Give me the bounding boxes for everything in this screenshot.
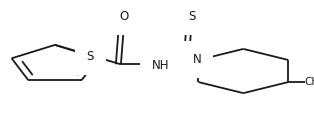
Text: O: O — [119, 10, 129, 23]
Text: N: N — [192, 53, 201, 66]
Text: S: S — [188, 10, 195, 23]
Text: NH: NH — [151, 59, 169, 72]
Text: CH₃: CH₃ — [305, 77, 314, 87]
Text: S: S — [87, 51, 94, 64]
